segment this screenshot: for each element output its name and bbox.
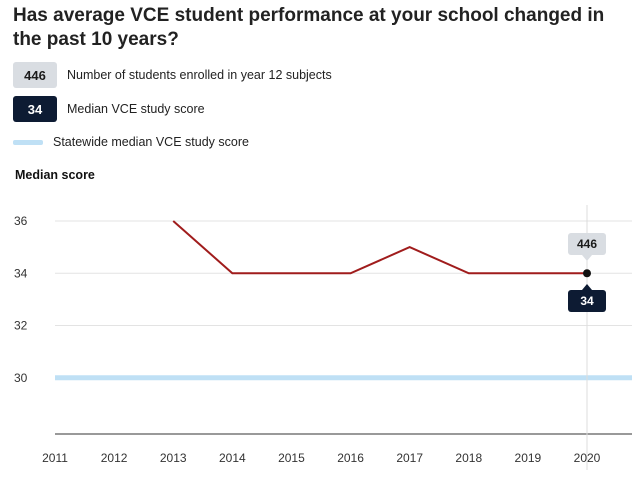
y-tick-label-34: 34 <box>14 266 28 280</box>
y-tick-label-32: 32 <box>14 319 28 333</box>
school-median-series-line <box>172 220 587 275</box>
tooltip-enrolled-box <box>568 233 606 255</box>
x-tick-label-2012: 2012 <box>101 451 128 465</box>
median-badge: 34 <box>13 96 57 122</box>
legend-enrolled: 446 Number of students enrolled in year … <box>13 62 332 88</box>
x-tick-label-2019: 2019 <box>515 451 542 465</box>
x-tick-label-2015: 2015 <box>278 451 305 465</box>
enrolled-badge: 446 <box>13 62 57 88</box>
x-tick-label-2016: 2016 <box>337 451 364 465</box>
statewide-label: Statewide median VCE study score <box>53 135 249 149</box>
median-label: Median VCE study score <box>67 102 205 116</box>
tooltip-enrolled-value: 446 <box>577 237 597 251</box>
tooltip-data-point <box>583 269 591 278</box>
legend-median: 34 Median VCE study score <box>13 96 205 122</box>
x-tick-label-2013: 2013 <box>160 451 187 465</box>
chart-title: Has average VCE student performance at y… <box>13 5 605 50</box>
tooltip-median-pointer <box>582 284 592 290</box>
statewide-swatch <box>13 139 43 145</box>
y-tick-label-30: 30 <box>14 371 28 385</box>
x-tick-label-2018: 2018 <box>455 451 482 465</box>
x-tick-label-2011: 2011 <box>42 451 68 465</box>
tooltip-median-box <box>568 290 606 312</box>
y-tick-label-36: 36 <box>14 214 28 228</box>
y-axis-label: Median score <box>15 168 95 182</box>
tooltip-enrolled-pointer <box>582 255 592 261</box>
x-tick-label-2017: 2017 <box>396 451 423 465</box>
x-tick-label-2014: 2014 <box>219 451 246 465</box>
tooltip-median-value: 34 <box>580 294 594 308</box>
legend-statewide: Statewide median VCE study score <box>13 129 249 155</box>
enrolled-label: Number of students enrolled in year 12 s… <box>67 68 332 82</box>
